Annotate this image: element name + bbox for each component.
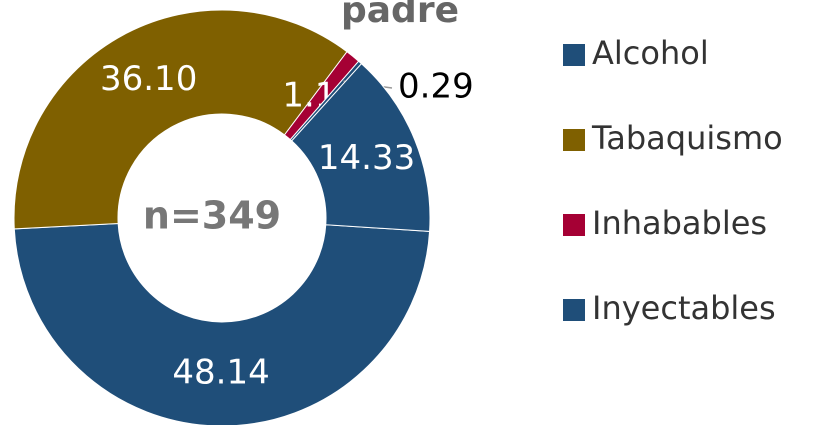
donut-slice	[13, 9, 348, 230]
legend-swatch	[563, 299, 585, 321]
chart-title: padre	[341, 0, 459, 31]
data-label: 48.14	[172, 352, 269, 392]
data-label: 36.10	[100, 59, 197, 99]
legend-swatch	[563, 44, 585, 66]
legend-label: Tabaquismo	[591, 119, 783, 157]
donut-slice	[13, 222, 431, 425]
data-label: 14.33	[318, 138, 415, 178]
legend-label: Inhabables	[592, 204, 767, 242]
legend-swatch	[563, 129, 585, 151]
legend-label: Inyectables	[592, 289, 776, 327]
legend-swatch	[563, 214, 585, 236]
donut-slice	[291, 63, 431, 232]
legend-label: Alcohol	[592, 34, 709, 72]
data-label: 0.29	[398, 67, 474, 107]
center-label: n=349	[143, 194, 281, 238]
